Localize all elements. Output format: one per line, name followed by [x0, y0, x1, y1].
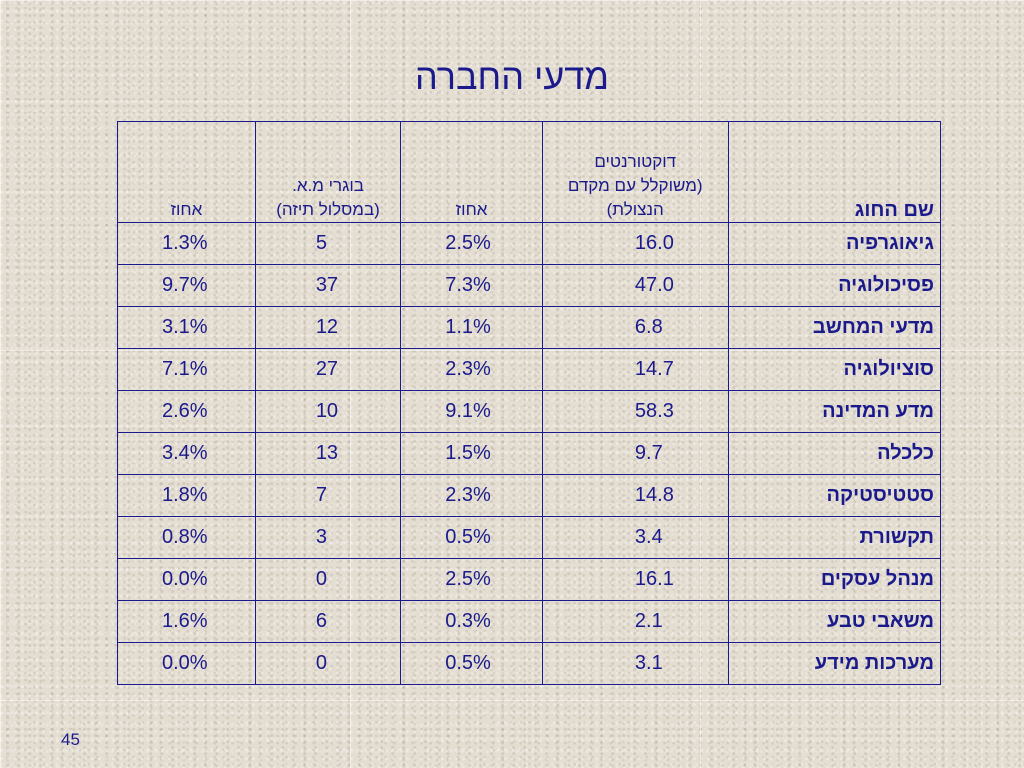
cell-percent-doctorates: 0.5%: [400, 516, 543, 559]
cell-percent-ma: 1.6%: [117, 600, 256, 643]
cell-doctorates: 9.7: [541, 432, 729, 475]
cell-percent-ma: 0.0%: [117, 642, 256, 685]
table-row: סוציולוגיה 14.7 2.3% 27 7.1%: [117, 348, 942, 391]
cell-ma-graduates: 12: [254, 306, 402, 349]
cell-percent-ma: 7.1%: [117, 348, 256, 391]
cell-doctorates: 47.0: [541, 264, 729, 307]
cell-department-name: סוציולוגיה: [727, 348, 942, 391]
cell-percent-doctorates: 1.5%: [400, 432, 543, 475]
cell-department-name: גיאוגרפיה: [727, 222, 942, 265]
cell-department-name: תקשורת: [727, 516, 942, 559]
cell-percent-doctorates: 0.5%: [400, 642, 543, 685]
cell-percent-ma: 1.8%: [117, 474, 256, 517]
header-ma-graduates: בוגרי מ.א. (במסלול תיזה): [254, 121, 402, 223]
cell-doctorates: 14.8: [541, 474, 729, 517]
table-body: גיאוגרפיה 16.0 2.5% 5 1.3% פסיכולוגיה 47.0 7.3%…: [117, 222, 942, 685]
cell-percent-doctorates: 7.3%: [400, 264, 543, 307]
header-percent-ma: אחוז: [117, 121, 256, 223]
cell-department-name: סטטיסטיקה: [727, 474, 942, 517]
cell-percent-doctorates: 2.5%: [400, 558, 543, 601]
cell-ma-graduates: 27: [254, 348, 402, 391]
cell-ma-graduates: 3: [254, 516, 402, 559]
cell-department-name: כלכלה: [727, 432, 942, 475]
table-row: משאבי טבע 2.1 0.3% 6 1.6%: [117, 600, 942, 643]
table-row: סטטיסטיקה 14.8 2.3% 7 1.8%: [117, 474, 942, 517]
table-row: מדע המדינה 58.3 9.1% 10 2.6%: [117, 390, 942, 433]
data-table: שם החוג דוקטורנטים (משוקלל עם מקדם הנצול…: [117, 121, 942, 685]
cell-percent-doctorates: 2.3%: [400, 474, 543, 517]
header-doctorates-line1: דוקטורנטים: [594, 152, 677, 171]
header-percent-doctorates: אחוז: [400, 121, 543, 223]
cell-ma-graduates: 0: [254, 558, 402, 601]
cell-department-name: מדעי המחשב: [727, 306, 942, 349]
table-row: גיאוגרפיה 16.0 2.5% 5 1.3%: [117, 222, 942, 265]
cell-percent-doctorates: 0.3%: [400, 600, 543, 643]
cell-percent-ma: 2.6%: [117, 390, 256, 433]
table-row: כלכלה 9.7 1.5% 13 3.4%: [117, 432, 942, 475]
table-row: תקשורת 3.4 0.5% 3 0.8%: [117, 516, 942, 559]
cell-percent-ma: 0.8%: [117, 516, 256, 559]
cell-department-name: מדע המדינה: [727, 390, 942, 433]
cell-doctorates: 58.3: [541, 390, 729, 433]
cell-ma-graduates: 7: [254, 474, 402, 517]
cell-percent-ma: 9.7%: [117, 264, 256, 307]
cell-percent-doctorates: 2.5%: [400, 222, 543, 265]
cell-ma-graduates: 5: [254, 222, 402, 265]
header-doctorates-line2: (משוקלל עם מקדם: [567, 176, 703, 195]
header-doctorates: דוקטורנטים (משוקלל עם מקדם הנצולת): [541, 121, 729, 223]
cell-ma-graduates: 0: [254, 642, 402, 685]
cell-department-name: מערכות מידע: [727, 642, 942, 685]
cell-percent-ma: 1.3%: [117, 222, 256, 265]
table-row: פסיכולוגיה 47.0 7.3% 37 9.7%: [117, 264, 942, 307]
table-header: שם החוג דוקטורנטים (משוקלל עם מקדם הנצול…: [117, 121, 942, 223]
cell-doctorates: 16.0: [541, 222, 729, 265]
page-number: 45: [61, 730, 80, 749]
cell-doctorates: 6.8: [541, 306, 729, 349]
cell-percent-ma: 0.0%: [117, 558, 256, 601]
cell-department-name: פסיכולוגיה: [727, 264, 942, 307]
slide-title: מדעי החברה: [414, 56, 609, 97]
table-row: מערכות מידע 3.1 0.5% 0 0.0%: [117, 642, 942, 685]
cell-doctorates: 2.1: [541, 600, 729, 643]
cell-percent-doctorates: 1.1%: [400, 306, 543, 349]
cell-department-name: מנהל עסקים: [727, 558, 942, 601]
cell-doctorates: 16.1: [541, 558, 729, 601]
cell-department-name: משאבי טבע: [727, 600, 942, 643]
cell-ma-graduates: 13: [254, 432, 402, 475]
header-name: שם החוג: [727, 121, 942, 223]
header-ma-line2: (במסלול תיזה): [276, 200, 380, 219]
cell-doctorates: 3.4: [541, 516, 729, 559]
cell-doctorates: 14.7: [541, 348, 729, 391]
cell-ma-graduates: 6: [254, 600, 402, 643]
header-row: שם החוג דוקטורנטים (משוקלל עם מקדם הנצול…: [117, 121, 942, 223]
cell-ma-graduates: 10: [254, 390, 402, 433]
table-row: מדעי המחשב 6.8 1.1% 12 3.1%: [117, 306, 942, 349]
cell-percent-doctorates: 9.1%: [400, 390, 543, 433]
cell-doctorates: 3.1: [541, 642, 729, 685]
cell-percent-ma: 3.4%: [117, 432, 256, 475]
cell-percent-doctorates: 2.3%: [400, 348, 543, 391]
cell-ma-graduates: 37: [254, 264, 402, 307]
cell-percent-ma: 3.1%: [117, 306, 256, 349]
header-ma-line1: בוגרי מ.א.: [292, 176, 364, 195]
table-row: מנהל עסקים 16.1 2.5% 0 0.0%: [117, 558, 942, 601]
header-doctorates-line3: הנצולת): [606, 200, 664, 219]
